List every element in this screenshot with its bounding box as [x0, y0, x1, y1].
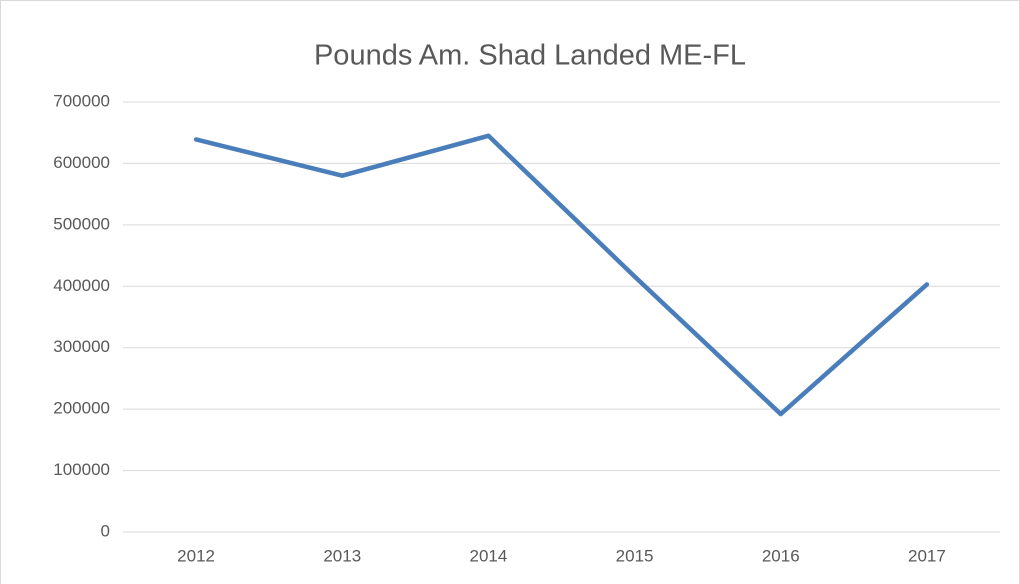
- y-tick-label: 0: [101, 521, 110, 540]
- x-tick-label: 2016: [762, 546, 800, 565]
- y-tick-label: 100000: [53, 460, 110, 479]
- x-tick-label: 2014: [470, 546, 508, 565]
- x-tick-label: 2013: [323, 546, 361, 565]
- x-tick-label: 2012: [177, 546, 215, 565]
- y-tick-label: 700000: [53, 91, 110, 110]
- y-tick-label: 200000: [53, 399, 110, 418]
- chart-title: Pounds Am. Shad Landed ME-FL: [314, 40, 746, 72]
- data-line: [193, 133, 930, 417]
- x-tick-label: 2017: [908, 546, 946, 565]
- y-tick-label: 300000: [53, 337, 110, 356]
- y-tick-label: 500000: [53, 214, 110, 233]
- x-tick-label: 2015: [616, 546, 654, 565]
- y-tick-label: 600000: [53, 153, 110, 172]
- y-tick-label: 400000: [53, 276, 110, 295]
